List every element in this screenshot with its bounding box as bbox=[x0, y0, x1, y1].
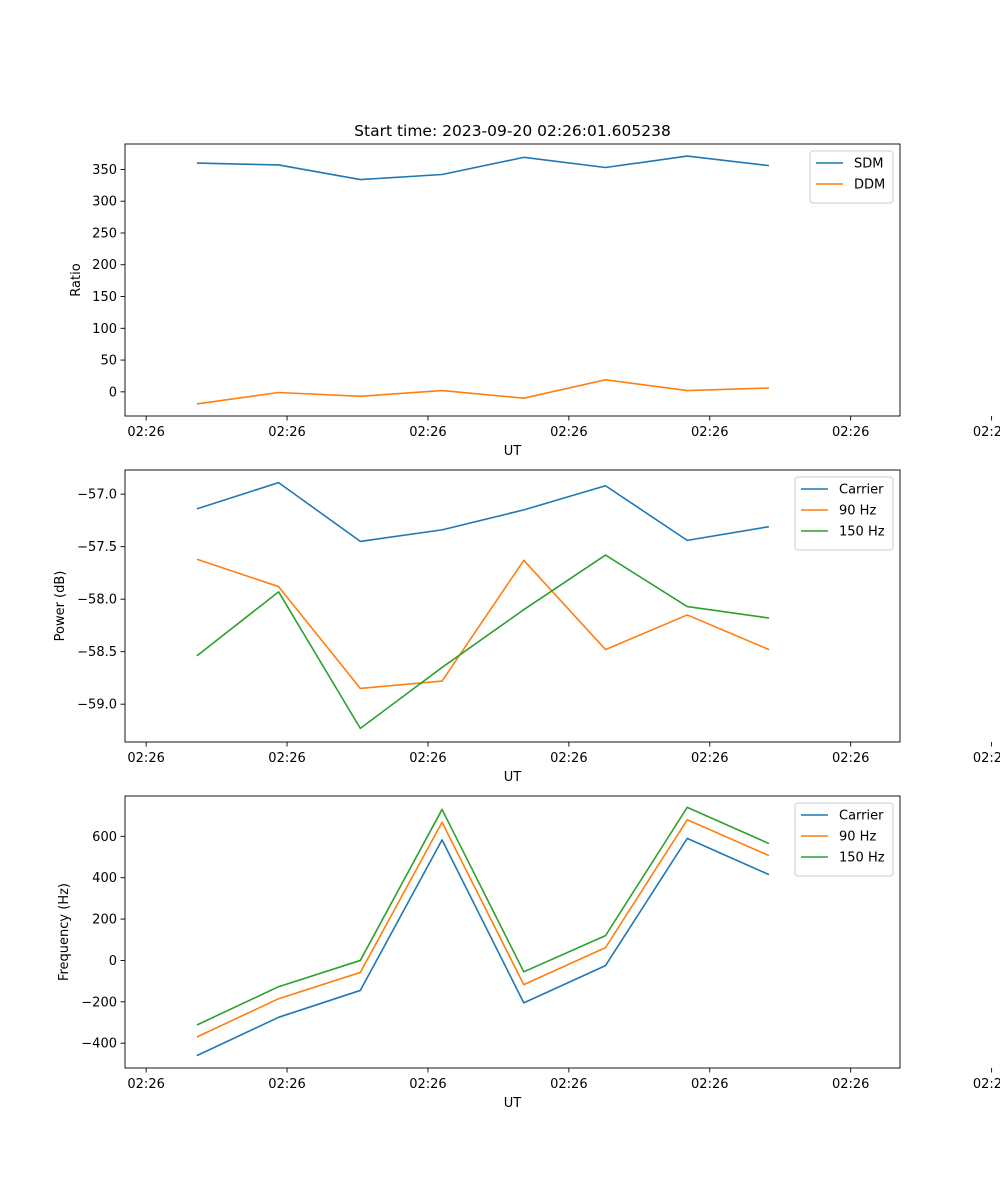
x-tick-label-last: 02:27 bbox=[973, 425, 1000, 440]
y-tick-label: 400 bbox=[92, 871, 117, 886]
legend: Carrier 90 Hz 150 Hz bbox=[794, 476, 894, 551]
x-tick-label: 02:26 bbox=[550, 1077, 587, 1092]
series-line-sdm bbox=[196, 155, 770, 181]
legend: SDM DDM bbox=[809, 150, 894, 204]
plot-frame bbox=[124, 143, 901, 417]
legend-label: 90 Hz bbox=[839, 504, 876, 519]
x-tick-label: 02:26 bbox=[550, 425, 587, 440]
x-tick-label: 02:26 bbox=[409, 1077, 446, 1092]
y-tick-label: −400 bbox=[81, 1037, 117, 1052]
y-tick-label: 0 bbox=[109, 385, 117, 400]
plot-frame bbox=[124, 795, 901, 1069]
series-line-ddm bbox=[196, 378, 769, 405]
series-line-90-hz bbox=[196, 558, 770, 690]
y-tick-label: −200 bbox=[81, 995, 117, 1010]
figure-title: Start time: 2023-09-20 02:26:01.605238 bbox=[354, 122, 671, 140]
x-tick-label: 02:26 bbox=[409, 425, 446, 440]
legend-box bbox=[809, 150, 894, 204]
x-tick-label: 02:26 bbox=[268, 751, 305, 766]
x-tick-label: 02:26 bbox=[832, 1077, 869, 1092]
x-tick-label: 02:26 bbox=[832, 751, 869, 766]
y-tick-label: 300 bbox=[92, 195, 117, 210]
series-lines bbox=[196, 481, 770, 730]
x-tick-label-last: 02:27 bbox=[973, 1077, 1000, 1092]
y-axis-label: Ratio bbox=[69, 263, 84, 296]
chart-panels: 02:26 02:26 02:26 02:26 02:26 02:26 02:27 UT 0 50… bbox=[53, 143, 1000, 1111]
legend-label: Carrier bbox=[839, 809, 884, 824]
x-tick-label-last: 02:27 bbox=[973, 751, 1000, 766]
y-tick-label: 200 bbox=[92, 258, 117, 273]
series-line-carrier bbox=[196, 481, 770, 543]
legend-label: 150 Hz bbox=[839, 525, 885, 540]
x-tick-label: 02:26 bbox=[691, 751, 728, 766]
y-tick-label: 600 bbox=[92, 830, 117, 845]
y-tick-label: 0 bbox=[109, 954, 117, 969]
legend-label: Carrier bbox=[839, 483, 884, 498]
legend: Carrier 90 Hz 150 Hz bbox=[794, 802, 894, 877]
y-tick-label: −58.5 bbox=[77, 645, 117, 660]
chart-panel-2: 02:26 02:26 02:26 02:26 02:26 02:26 02:27 UT −59… bbox=[53, 469, 1000, 785]
x-tick-label: 02:26 bbox=[832, 425, 869, 440]
y-tick-label: 350 bbox=[92, 163, 117, 178]
plot-frame bbox=[124, 469, 901, 743]
chart-panel-1: 02:26 02:26 02:26 02:26 02:26 02:26 02:27 UT 0 50… bbox=[69, 143, 1000, 459]
legend-label: 90 Hz bbox=[839, 830, 876, 845]
y-tick-label: 250 bbox=[92, 226, 117, 241]
y-tick-label: 50 bbox=[100, 354, 117, 369]
chart-panel-3: 02:26 02:26 02:26 02:26 02:26 02:26 02:27 UT −40… bbox=[57, 795, 1000, 1111]
x-axis-label: UT bbox=[504, 770, 522, 785]
y-tick-label: 200 bbox=[92, 913, 117, 928]
y-tick-label: −57.5 bbox=[77, 540, 117, 555]
x-tick-label: 02:26 bbox=[691, 1077, 728, 1092]
series-lines bbox=[196, 806, 770, 1057]
x-tick-label: 02:26 bbox=[409, 751, 446, 766]
y-tick-label: −58.0 bbox=[77, 593, 117, 608]
series-line-90-hz bbox=[196, 818, 770, 1038]
y-tick-label: 100 bbox=[92, 322, 117, 337]
y-tick-label: −59.0 bbox=[77, 698, 117, 713]
x-tick-label: 02:26 bbox=[127, 1077, 164, 1092]
legend-label: SDM bbox=[854, 157, 883, 172]
x-axis-label: UT bbox=[504, 444, 522, 459]
series-line-150-hz bbox=[196, 554, 770, 730]
y-axis-label: Frequency (Hz) bbox=[57, 883, 72, 981]
series-lines bbox=[196, 155, 770, 405]
legend-label: DDM bbox=[854, 178, 885, 193]
y-tick-label: 150 bbox=[92, 290, 117, 305]
y-tick-label: −57.0 bbox=[77, 488, 117, 503]
series-line-150-hz bbox=[196, 806, 770, 1026]
legend-label: 150 Hz bbox=[839, 851, 885, 866]
x-axis-label: UT bbox=[504, 1096, 522, 1111]
series-line-carrier bbox=[196, 837, 770, 1057]
x-tick-label: 02:26 bbox=[550, 751, 587, 766]
x-tick-label: 02:26 bbox=[691, 425, 728, 440]
x-tick-label: 02:26 bbox=[268, 425, 305, 440]
x-tick-label: 02:26 bbox=[268, 1077, 305, 1092]
x-tick-label: 02:26 bbox=[127, 425, 164, 440]
x-tick-label: 02:26 bbox=[127, 751, 164, 766]
y-axis-label: Power (dB) bbox=[53, 571, 68, 642]
